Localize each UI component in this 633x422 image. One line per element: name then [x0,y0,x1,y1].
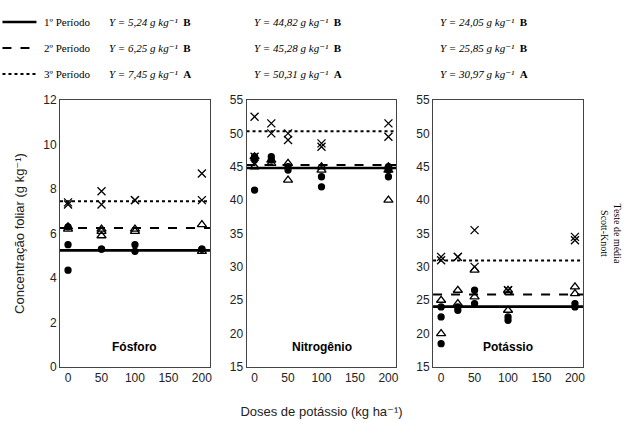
svg-text:45: 45 [416,160,430,174]
svg-text:50: 50 [230,127,244,141]
svg-text:Y = 7,45 g kg⁻¹ A: Y = 7,45 g kg⁻¹ A [109,68,191,80]
svg-text:50: 50 [281,371,295,385]
svg-text:200: 200 [378,371,398,385]
svg-text:12: 12 [43,93,57,107]
svg-text:150: 150 [345,371,365,385]
svg-text:55: 55 [230,93,244,107]
svg-text:2º Período: 2º Período [44,42,90,54]
svg-text:4: 4 [50,271,57,285]
svg-text:15: 15 [230,360,244,374]
svg-text:50: 50 [416,127,430,141]
svg-text:Nitrogênio: Nitrogênio [292,340,352,354]
svg-text:25: 25 [416,293,430,307]
svg-text:20: 20 [416,327,430,341]
svg-text:50: 50 [468,371,482,385]
svg-text:150: 150 [158,371,178,385]
svg-text:40: 40 [416,193,430,207]
svg-text:150: 150 [531,371,551,385]
svg-text:30: 30 [416,260,430,274]
svg-text:0: 0 [438,371,445,385]
svg-text:100: 100 [311,371,331,385]
svg-text:1º Período: 1º Período [44,16,90,28]
svg-text:50: 50 [95,371,109,385]
svg-text:100: 100 [125,371,145,385]
svg-text:0: 0 [50,360,57,374]
svg-text:Y = 30,97 g kg⁻¹ A: Y = 30,97 g kg⁻¹ A [440,68,528,80]
svg-text:15: 15 [416,360,430,374]
svg-text:25: 25 [230,293,244,307]
svg-text:10: 10 [43,138,57,152]
svg-text:Y = 6,25 g kg⁻¹ B: Y = 6,25 g kg⁻¹ B [109,42,191,54]
svg-text:200: 200 [565,371,585,385]
svg-text:Doses de potássio (kg ha⁻¹): Doses de potássio (kg ha⁻¹) [240,404,402,419]
svg-text:Y = 45,28 g kg⁻¹ B: Y = 45,28 g kg⁻¹ B [254,42,342,54]
svg-text:55: 55 [416,93,430,107]
svg-text:2: 2 [50,316,57,330]
svg-text:Y = 44,82 g kg⁻¹ B: Y = 44,82 g kg⁻¹ B [254,16,342,28]
svg-text:100: 100 [498,371,518,385]
svg-text:35: 35 [416,227,430,241]
svg-text:Y = 50,31 g kg⁻¹ A: Y = 50,31 g kg⁻¹ A [254,68,342,80]
svg-text:40: 40 [230,193,244,207]
svg-text:8: 8 [50,182,57,196]
svg-text:35: 35 [230,227,244,241]
svg-text:20: 20 [230,327,244,341]
svg-text:Potássio: Potássio [483,340,533,354]
svg-text:45: 45 [230,160,244,174]
svg-text:0: 0 [65,371,72,385]
svg-text:200: 200 [192,371,212,385]
svg-text:Concentração foliar (g kg⁻¹): Concentração foliar (g kg⁻¹) [12,153,27,314]
svg-text:6: 6 [50,227,57,241]
svg-text:Fósforo: Fósforo [112,340,157,354]
svg-text:Y = 5,24 g kg⁻¹ B: Y = 5,24 g kg⁻¹ B [109,16,191,28]
svg-text:Y = 24,05 g kg⁻¹ B: Y = 24,05 g kg⁻¹ B [440,16,528,28]
svg-text:3º Período: 3º Período [44,68,90,80]
svg-text:30: 30 [230,260,244,274]
svg-text:0: 0 [251,371,258,385]
svg-text:Y = 25,85 g kg⁻¹ B: Y = 25,85 g kg⁻¹ B [440,42,528,54]
svg-text:Teste de médiaScott-Knott: Teste de médiaScott-Knott [599,204,623,264]
